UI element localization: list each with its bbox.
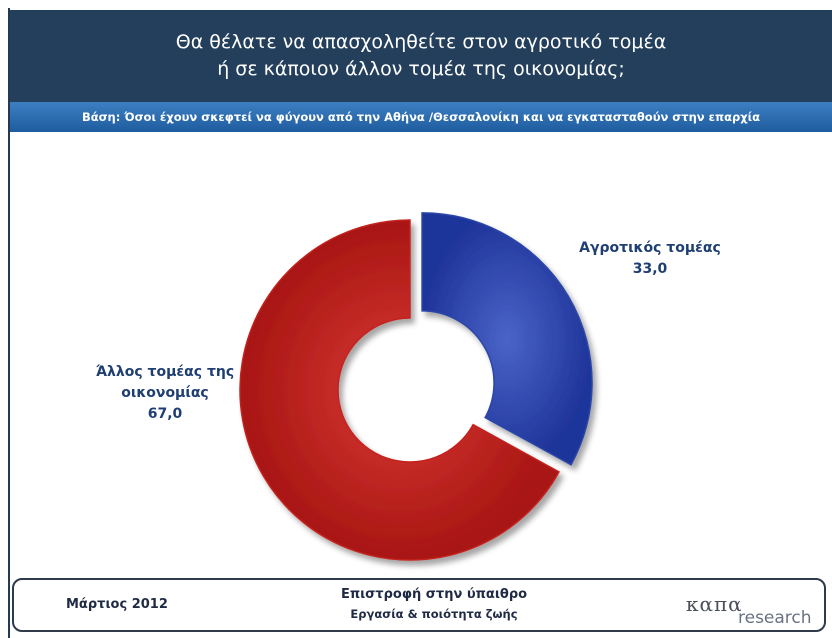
slice-label-other: Άλλος τομέας της οικονομίας 67,0 [70,362,260,425]
slide-footer: Μάρτιος 2012 Επιστροφή στην ύπαιθρο Εργα… [12,578,826,632]
footer-subtitle: Εργασία & ποιότητα ζωής [350,607,518,621]
slice-label-other-name-2: οικονομίας [121,385,209,401]
slice-label-other-name-1: Άλλος τομέας της [95,364,235,380]
donut-slice-agro [421,212,593,466]
slice-label-agro: Αγροτικός τομέας 33,0 [560,238,740,280]
footer-date: Μάρτιος 2012 [66,597,168,612]
title-line-2: ή σε κάποιον άλλον τομέα της οικονομίας; [217,58,625,80]
logo-text-research: research [738,608,812,628]
donut-chart [239,212,593,561]
slice-label-agro-name: Αγροτικός τομέας [579,240,721,256]
kapa-research-logo: καπα research [678,586,818,630]
slice-label-other-value: 67,0 [147,406,183,422]
base-note-bar: Βάση: Όσοι έχουν σκεφτεί να φύγουν από τ… [10,102,832,132]
slide-header: Θα θέλατε να απασχοληθείτε στον αγροτικό… [10,10,832,102]
title-line-1: Θα θέλατε να απασχοληθείτε στον αγροτικό… [175,31,667,53]
base-note-text: Βάση: Όσοι έχουν σκεφτεί να φύγουν από τ… [81,110,761,124]
footer-title: Επιστροφή στην ύπαιθρο [340,587,528,602]
slice-label-agro-value: 33,0 [632,261,668,277]
slide-frame [8,8,832,638]
donut-slice-other [239,219,560,561]
footer-title-block: Επιστροφή στην ύπαιθρο Εργασία & ποιότητ… [264,585,604,623]
logo-text-kapa: καπα [686,592,743,616]
